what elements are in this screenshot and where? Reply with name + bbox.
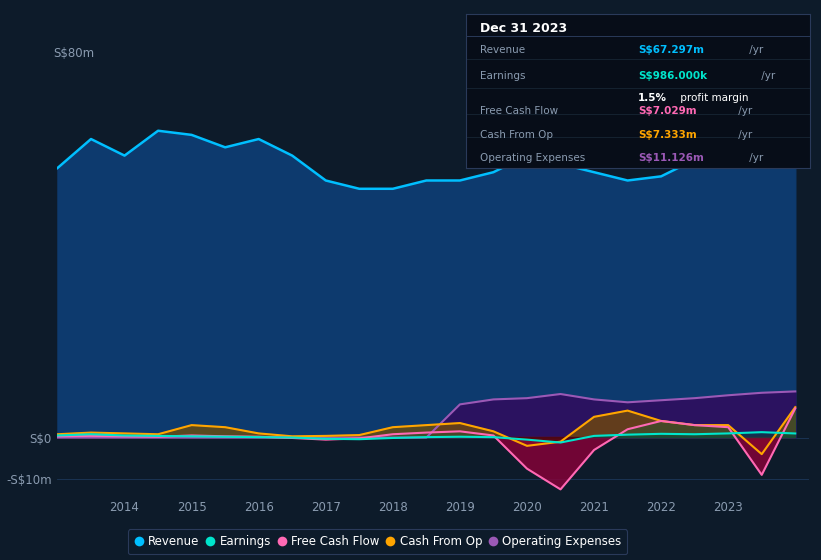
- Text: Operating Expenses: Operating Expenses: [480, 153, 585, 162]
- Text: S$80m: S$80m: [53, 47, 95, 60]
- Text: 1.5%: 1.5%: [638, 92, 667, 102]
- Text: /yr: /yr: [746, 45, 764, 55]
- Text: S$7.029m: S$7.029m: [638, 106, 696, 116]
- Text: profit margin: profit margin: [677, 92, 749, 102]
- Text: Cash From Op: Cash From Op: [480, 129, 553, 139]
- Text: S$67.297m: S$67.297m: [638, 45, 704, 55]
- Text: /yr: /yr: [735, 106, 752, 116]
- Text: S$7.333m: S$7.333m: [638, 129, 697, 139]
- Text: /yr: /yr: [758, 71, 775, 81]
- Text: Free Cash Flow: Free Cash Flow: [480, 106, 558, 116]
- Legend: Revenue, Earnings, Free Cash Flow, Cash From Op, Operating Expenses: Revenue, Earnings, Free Cash Flow, Cash …: [128, 529, 627, 554]
- Text: S$986.000k: S$986.000k: [638, 71, 707, 81]
- Text: S$11.126m: S$11.126m: [638, 153, 704, 162]
- Text: Earnings: Earnings: [480, 71, 525, 81]
- Text: Revenue: Revenue: [480, 45, 525, 55]
- Text: Dec 31 2023: Dec 31 2023: [480, 22, 567, 35]
- Text: /yr: /yr: [735, 129, 752, 139]
- Text: /yr: /yr: [746, 153, 764, 162]
